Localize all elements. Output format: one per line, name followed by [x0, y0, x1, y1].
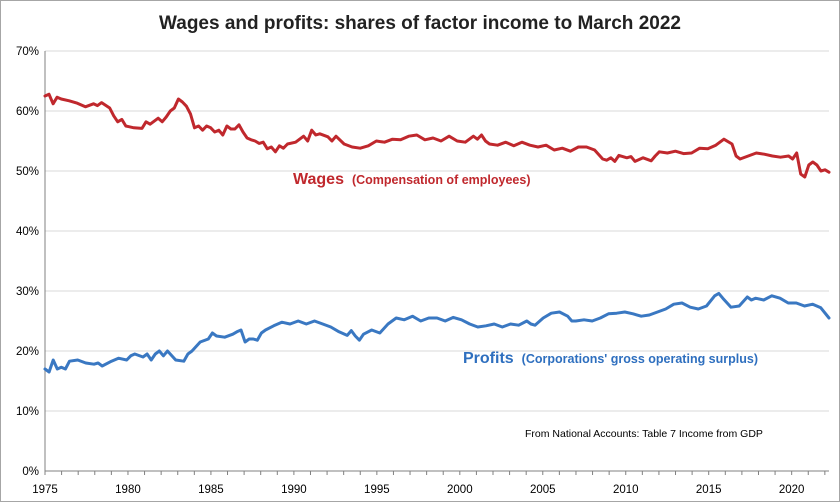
- series-group: [43, 92, 831, 374]
- wages-label: Wages (Compensation of employees): [293, 171, 530, 188]
- x-tick-label: 2000: [447, 484, 473, 496]
- y-tick-label: 10%: [16, 406, 39, 418]
- x-tick-label: 1975: [32, 484, 58, 496]
- x-tick-label: 2020: [779, 484, 805, 496]
- profits-label: Profits (Corporations' gross operating su…: [463, 350, 758, 367]
- y-tick-label: 50%: [16, 166, 39, 178]
- axes: 0% 10% 20% 30% 40% 50% 60% 70% 1975 1980 1985 1990 1…: [16, 46, 829, 496]
- x-tick-label: 2005: [530, 484, 556, 496]
- x-tick-label: 1980: [115, 484, 141, 496]
- source-note: From National Accounts: Table 7 Income f…: [525, 428, 763, 440]
- y-tick-label: 0%: [22, 466, 39, 478]
- y-tick-label: 40%: [16, 226, 39, 238]
- x-tick-label: 1985: [198, 484, 224, 496]
- x-tick-label: 2015: [696, 484, 722, 496]
- y-tick-label: 70%: [16, 46, 39, 58]
- series-line-profits: [43, 291, 831, 374]
- y-tick-label: 60%: [16, 106, 39, 118]
- x-tick-label: 1990: [281, 484, 307, 496]
- y-tick-label: 30%: [16, 286, 39, 298]
- y-tick-label: 20%: [16, 346, 39, 358]
- chart-title: Wages and profits: shares of factor inco…: [159, 13, 681, 34]
- gridlines: [45, 50, 829, 412]
- x-tick-label: 2010: [613, 484, 639, 496]
- x-tick-label: 1995: [364, 484, 390, 496]
- series-line-wages: [43, 92, 831, 179]
